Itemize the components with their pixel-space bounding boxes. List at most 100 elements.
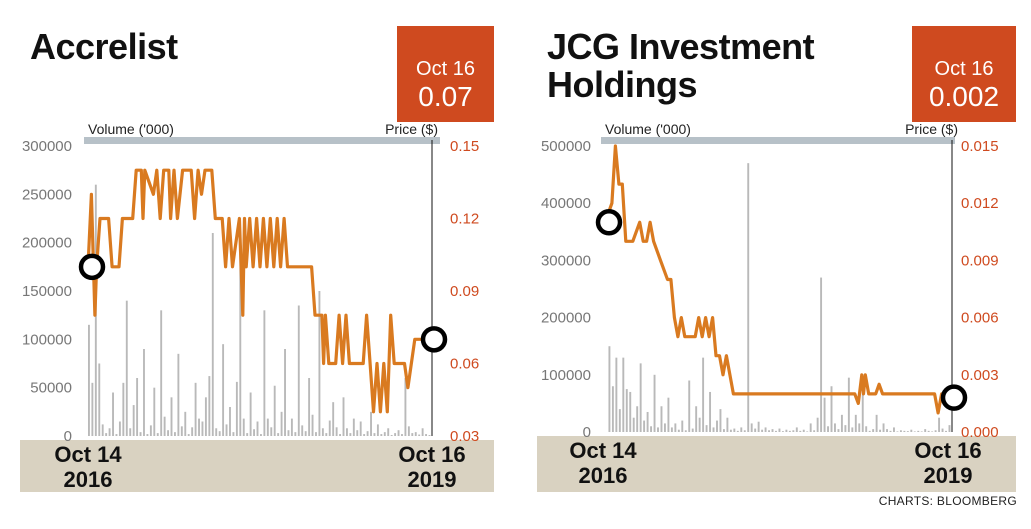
latest-price-badge: Oct 16 0.07 — [397, 26, 494, 122]
volume-bar — [768, 430, 770, 432]
volume-bar — [903, 430, 906, 432]
volume-bar — [201, 421, 204, 436]
latest-price-badge: Oct 16 0.002 — [912, 26, 1016, 122]
volume-bar — [729, 429, 732, 432]
volume-tick-label: 300000 — [541, 252, 591, 269]
volume-bar — [823, 397, 826, 432]
start-price-marker — [78, 253, 106, 281]
volume-bar — [608, 346, 611, 432]
volume-bar — [834, 423, 836, 432]
chart-title-line: JCG Investment — [547, 26, 815, 67]
chart-credit: CHARTS: BLOOMBERG — [878, 494, 1017, 508]
volume-bar — [146, 434, 149, 436]
volume-bar — [764, 427, 767, 432]
volume-bar — [328, 420, 331, 436]
price-axis-label: Price ($) — [905, 121, 958, 137]
volume-bar — [941, 428, 944, 432]
volume-price-chart: Volume ('000) Price ($) 0 100000 200000 30000… — [541, 121, 999, 488]
badge-date: Oct 16 — [416, 58, 475, 80]
volume-bar — [270, 427, 273, 436]
volume-bar — [709, 391, 712, 432]
x-end-label: Oct 16 — [398, 442, 465, 467]
volume-bar — [290, 418, 293, 436]
volume-bar — [719, 409, 722, 432]
volume-bar — [716, 420, 718, 432]
volume-bar — [428, 435, 431, 436]
volume-tick-label: 400000 — [541, 195, 591, 212]
volume-bar — [321, 428, 324, 436]
volume-bar — [191, 427, 194, 436]
volume-bar — [726, 417, 729, 432]
volume-bar — [187, 434, 190, 436]
volume-bar — [879, 429, 882, 432]
volume-tick-label: 100000 — [22, 331, 72, 348]
volume-bar — [91, 382, 94, 436]
volume-bar — [280, 411, 283, 436]
volume-bar — [315, 432, 317, 436]
volume-bar — [149, 425, 152, 436]
volume-bar — [757, 421, 760, 432]
x-start-label: 2016 — [579, 463, 628, 488]
volume-bar — [301, 425, 304, 436]
volume-bar — [390, 435, 393, 436]
volume-bar — [906, 431, 909, 432]
volume-bar — [882, 423, 885, 432]
volume-price-chart: Volume ('000) Price ($) 0 50000 100000 150000… — [22, 121, 479, 492]
volume-bar — [722, 429, 725, 432]
volume-bar — [325, 433, 328, 436]
volume-bar — [184, 411, 187, 436]
volume-bar — [618, 409, 621, 432]
volume-bar — [263, 310, 266, 436]
volume-bar — [349, 433, 352, 436]
volume-tick-label: 50000 — [30, 380, 72, 397]
chart-title-line: Holdings — [547, 64, 697, 105]
volume-bar — [858, 423, 861, 432]
volume-bar — [177, 353, 180, 436]
volume-bar — [380, 434, 383, 436]
volume-bar — [352, 418, 355, 436]
x-end-label: 2019 — [408, 467, 457, 492]
volume-bar — [122, 382, 125, 436]
axis-header-band — [601, 137, 955, 144]
volume-tick-label: 300000 — [22, 138, 72, 155]
volume-axis-label: Volume ('000) — [605, 121, 691, 137]
volume-bar — [404, 378, 407, 436]
volume-bar — [650, 426, 653, 432]
volume-bar — [886, 429, 888, 432]
volume-bar — [277, 433, 280, 436]
volume-bar — [194, 382, 197, 436]
volume-bar — [660, 406, 663, 432]
volume-bar — [625, 389, 628, 432]
volume-bar — [297, 305, 300, 436]
volume-bar — [792, 430, 795, 432]
price-line — [86, 168, 432, 414]
volume-bar — [889, 430, 892, 432]
price-tick-label: 0.003 — [961, 367, 999, 384]
badge-date: Oct 16 — [934, 58, 994, 80]
axis-header-band — [84, 137, 440, 144]
volume-bar — [837, 429, 840, 432]
volume-bar — [112, 392, 114, 436]
chart-panel-accrelist: Accrelist Oct 16 0.07 Volume ('000) Price… — [0, 0, 515, 529]
volume-bar — [407, 426, 410, 436]
volume-bar — [98, 363, 101, 436]
volume-bar — [170, 397, 173, 436]
volume-bar — [802, 429, 805, 432]
volume-bar — [653, 374, 656, 432]
price-tick-label: 0.015 — [961, 138, 999, 155]
volume-bar — [934, 430, 937, 432]
volume-bar — [691, 428, 694, 432]
volume-bar — [204, 397, 207, 436]
volume-bar — [938, 417, 941, 432]
volume-bar — [101, 424, 104, 436]
volume-bar — [180, 426, 183, 436]
start-price-marker — [595, 209, 623, 236]
volume-bar — [827, 426, 829, 432]
volume-bar — [910, 429, 913, 432]
volume-bar — [674, 423, 677, 432]
volume-bar — [754, 428, 757, 432]
x-end-label: Oct 16 — [914, 438, 981, 463]
volume-bar — [840, 414, 843, 432]
volume-bar — [342, 397, 345, 436]
volume-bar — [242, 418, 245, 436]
